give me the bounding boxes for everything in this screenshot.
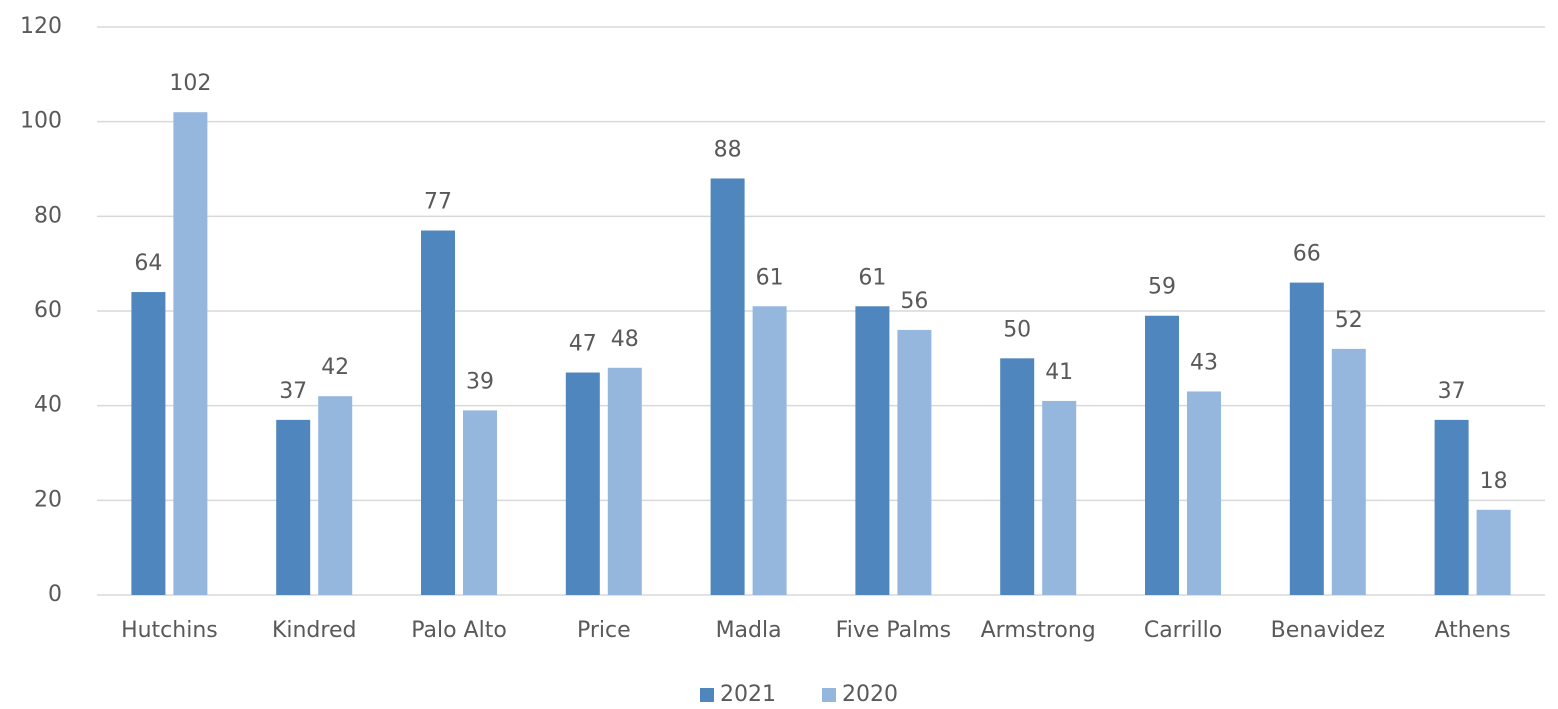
bar xyxy=(1187,391,1221,595)
data-label: 47 xyxy=(569,332,597,357)
y-tick-label: 100 xyxy=(20,109,62,134)
data-label: 66 xyxy=(1293,242,1321,267)
data-label: 77 xyxy=(424,190,452,215)
x-tick-label: Athens xyxy=(1435,618,1511,643)
bar xyxy=(855,306,890,595)
data-label: 37 xyxy=(279,379,307,404)
data-label: 61 xyxy=(756,265,784,290)
data-label: 37 xyxy=(1438,379,1466,404)
legend-swatch xyxy=(822,688,836,702)
bar xyxy=(318,396,353,595)
bar xyxy=(752,306,787,595)
x-tick-label: Price xyxy=(577,618,631,643)
bar xyxy=(710,178,745,595)
data-label: 41 xyxy=(1045,360,1073,385)
data-label: 48 xyxy=(611,327,639,352)
x-tick-label: Madla xyxy=(716,618,782,643)
data-label: 39 xyxy=(466,369,494,394)
data-label: 61 xyxy=(858,265,886,290)
data-label: 88 xyxy=(714,137,742,162)
data-label: 56 xyxy=(900,289,928,314)
legend-label: 2020 xyxy=(842,682,898,707)
bar xyxy=(131,292,166,595)
bar xyxy=(897,329,932,595)
bar xyxy=(1042,400,1077,595)
data-label: 52 xyxy=(1335,308,1363,333)
bar xyxy=(1476,509,1511,595)
data-label: 43 xyxy=(1190,350,1218,375)
bar xyxy=(1145,315,1179,595)
x-tick-label: Armstrong xyxy=(981,618,1096,643)
x-tick-label: Benavidez xyxy=(1271,618,1385,643)
y-tick-label: 20 xyxy=(34,487,62,512)
data-label: 64 xyxy=(134,251,162,276)
x-tick-label: Palo Alto xyxy=(411,618,507,643)
bar xyxy=(565,372,600,595)
bar xyxy=(607,367,642,595)
x-tick-label: Kindred xyxy=(272,618,357,643)
legend-swatch xyxy=(700,688,714,702)
y-tick-label: 60 xyxy=(34,298,62,323)
bar xyxy=(276,419,311,595)
x-tick-label: Five Palms xyxy=(836,618,951,643)
bar xyxy=(1434,419,1469,595)
x-tick-label: Hutchins xyxy=(121,618,218,643)
data-label: 42 xyxy=(321,355,349,380)
bar xyxy=(421,230,455,596)
x-tick-label: Carrillo xyxy=(1144,618,1222,643)
y-tick-label: 0 xyxy=(48,582,62,607)
y-tick-label: 80 xyxy=(34,203,62,228)
bar xyxy=(1289,282,1324,595)
y-tick-label: 40 xyxy=(34,393,62,418)
bar xyxy=(1000,358,1035,595)
bar xyxy=(173,112,208,595)
data-label: 59 xyxy=(1148,275,1176,300)
y-tick-label: 120 xyxy=(20,14,62,39)
data-label: 18 xyxy=(1480,469,1508,494)
data-label: 50 xyxy=(1003,317,1031,342)
data-label: 102 xyxy=(169,71,211,96)
legend-label: 2021 xyxy=(720,682,776,707)
bar xyxy=(463,410,497,595)
bar xyxy=(1331,348,1366,595)
